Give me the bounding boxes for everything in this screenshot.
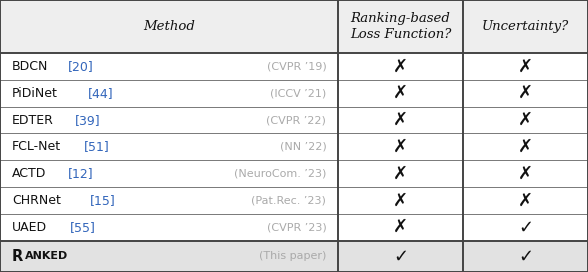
Text: Uncertainty?: Uncertainty? [482,20,569,33]
Text: [39]: [39] [75,114,101,126]
Text: ✗: ✗ [518,57,533,75]
Text: (Pat.Rec. ’23): (Pat.Rec. ’23) [252,196,326,206]
Text: UAED: UAED [12,221,47,234]
Text: Loss Function?: Loss Function? [350,28,451,41]
Text: ✓: ✓ [518,218,533,236]
Text: Method: Method [143,20,195,33]
Bar [0,53,588,241]
Text: (NN ’22): (NN ’22) [279,142,326,152]
Text: ✗: ✗ [393,84,408,102]
Text: (CVPR ’23): (CVPR ’23) [266,222,326,232]
Text: (ICCV ’21): (ICCV ’21) [270,88,326,98]
Text: (NeuroCom. ’23): (NeuroCom. ’23) [234,169,326,179]
Bar [0,241,588,272]
Text: ✗: ✗ [518,111,533,129]
Text: [44]: [44] [88,87,114,100]
Text: PiDiNet: PiDiNet [12,87,58,100]
Text: FCL-Net: FCL-Net [12,140,61,153]
Text: ✗: ✗ [393,57,408,75]
Text: ✗: ✗ [518,191,533,209]
Text: [51]: [51] [83,140,109,153]
Text: ✓: ✓ [518,247,533,265]
Text: ✗: ✗ [393,111,408,129]
Text: [20]: [20] [68,60,93,73]
Text: ANKED: ANKED [25,251,68,261]
Text: ✗: ✗ [393,165,408,183]
Bar [0,0,588,53]
Text: ✗: ✗ [518,138,533,156]
Text: CHRNet: CHRNet [12,194,61,207]
Text: [15]: [15] [90,194,116,207]
Text: (CVPR ’22): (CVPR ’22) [266,115,326,125]
Text: ✗: ✗ [393,218,408,236]
Text: ✓: ✓ [393,247,408,265]
Text: Ranking-based: Ranking-based [350,12,450,25]
Text: ✗: ✗ [518,84,533,102]
Text: ✗: ✗ [393,138,408,156]
Text: [12]: [12] [68,167,93,180]
Text: (CVPR ’19): (CVPR ’19) [266,61,326,72]
Text: R: R [12,249,23,264]
Text: (This paper): (This paper) [259,251,326,261]
Text: BDCN: BDCN [12,60,48,73]
Text: ✗: ✗ [518,165,533,183]
Text: ✗: ✗ [393,191,408,209]
Text: EDTER: EDTER [12,114,54,126]
Text: [55]: [55] [69,221,95,234]
Text: ACTD: ACTD [12,167,46,180]
